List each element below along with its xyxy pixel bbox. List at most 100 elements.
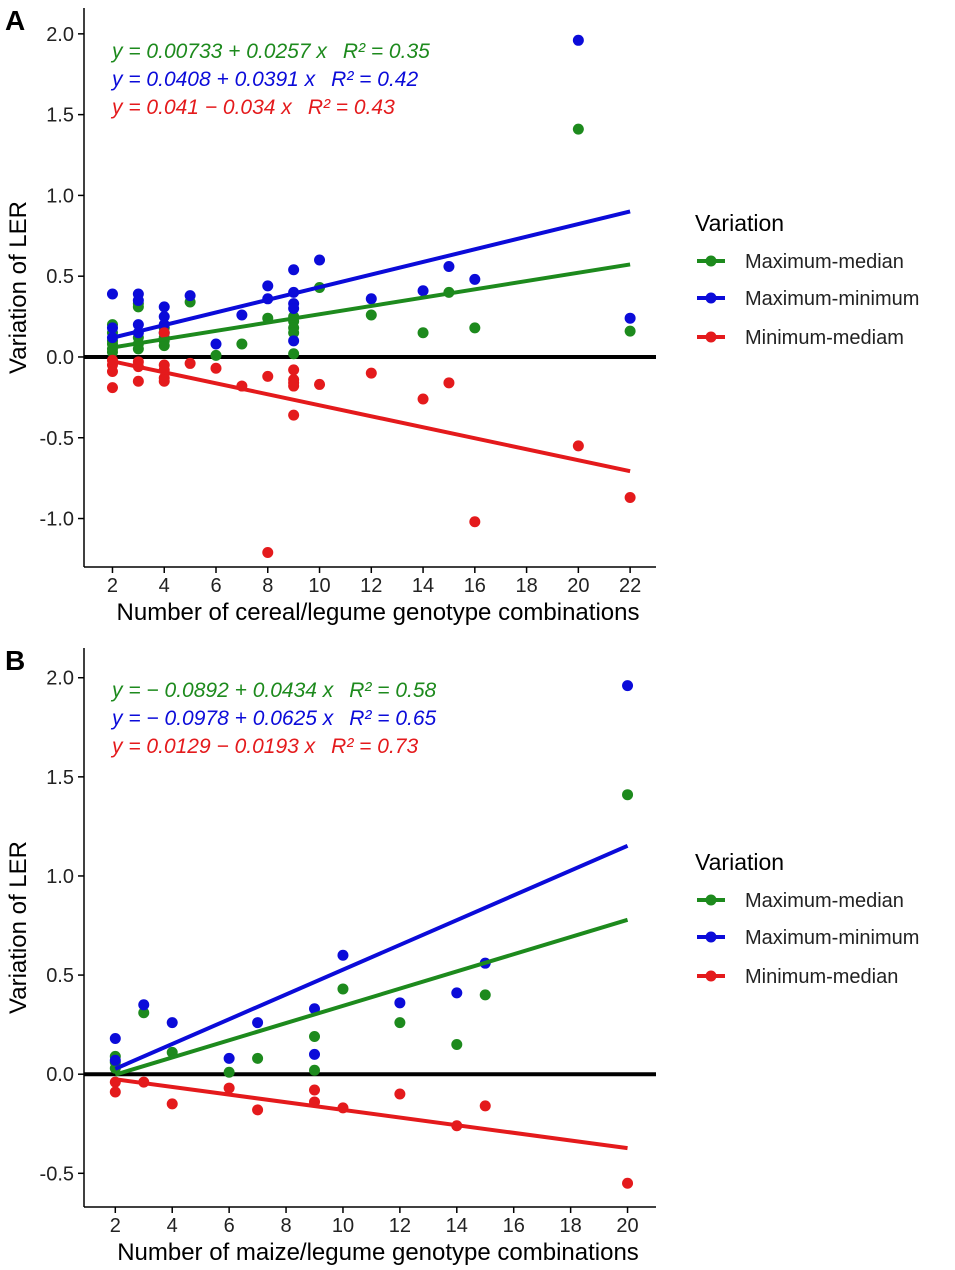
data-point — [132, 319, 144, 331]
data-point — [479, 989, 491, 1001]
data-point — [106, 288, 118, 300]
data-point — [417, 285, 429, 297]
data-point — [309, 1084, 321, 1096]
data-point — [288, 348, 300, 360]
series-red — [109, 1076, 634, 1189]
data-point — [236, 338, 248, 350]
data-point — [106, 346, 118, 358]
panel-b: B -0.5 0.0 0.5 1.0 1.5 2.0 2 4 6 8 10 12 14 16 18 20Numb… — [5, 645, 919, 1266]
regression-equation-blue: y = 0.0408 + 0.0391 x R² = 0.42 — [110, 68, 418, 91]
regression-line-blue — [114, 843, 629, 1071]
r-squared-text: R² = 0.35 — [343, 40, 430, 63]
regression-line-blue — [111, 209, 631, 340]
r-squared-text: R² = 0.58 — [349, 679, 436, 702]
data-point — [138, 999, 150, 1011]
data-point — [622, 680, 634, 692]
data-point — [469, 322, 481, 334]
x-tick-label: 16 — [464, 575, 486, 597]
x-tick-label: 4 — [159, 575, 170, 597]
data-point — [314, 378, 326, 390]
y-tick-label: -1.0 — [40, 509, 74, 531]
data-point — [288, 364, 300, 376]
x-tick-label: 16 — [503, 1215, 525, 1237]
x-tick-label: 8 — [280, 1215, 291, 1237]
equation-text: y = 0.0408 + 0.0391 x — [110, 68, 317, 91]
data-point — [106, 322, 118, 334]
legend: Variation Maximum-median Maximum-minimum Mi… — [695, 210, 919, 349]
data-point — [417, 393, 429, 405]
x-tick-label: 18 — [560, 1215, 582, 1237]
regression-line-red — [115, 1077, 628, 1151]
data-point — [288, 380, 300, 392]
data-point — [451, 1038, 463, 1050]
r-squared-text: R² = 0.73 — [331, 735, 418, 758]
x-tick-label: 20 — [567, 575, 589, 597]
data-point — [106, 366, 118, 378]
data-point — [622, 1177, 634, 1189]
data-point — [132, 343, 144, 355]
data-point — [158, 340, 170, 352]
data-point — [572, 34, 584, 46]
data-point — [394, 997, 406, 1009]
data-point — [166, 1098, 178, 1110]
legend-key-point — [705, 931, 717, 943]
panel-label: A — [5, 5, 25, 36]
data-point — [288, 409, 300, 421]
data-point — [262, 546, 274, 558]
x-tick-label: 12 — [389, 1215, 411, 1237]
equation-text: y = 0.041 − 0.034 x — [110, 96, 293, 119]
data-point — [106, 382, 118, 394]
series-red — [106, 327, 636, 558]
data-point — [252, 1017, 264, 1029]
data-point — [132, 294, 144, 306]
data-point — [309, 1031, 321, 1043]
data-point — [109, 1054, 121, 1066]
y-tick-label: 1.0 — [46, 866, 74, 888]
data-point — [479, 1100, 491, 1112]
y-tick-label: -0.5 — [40, 1163, 74, 1185]
data-point — [210, 362, 222, 374]
data-point — [365, 367, 377, 379]
equation-text: y = − 0.0978 + 0.0625 x — [110, 707, 335, 730]
regression-equation-green: y = 0.00733 + 0.0257 x R² = 0.35 — [110, 40, 430, 63]
legend-label: Maximum-median — [745, 251, 904, 273]
data-point — [572, 440, 584, 452]
regression-line-green — [112, 262, 631, 350]
data-point — [109, 1033, 121, 1045]
data-point — [337, 949, 349, 961]
data-point — [337, 983, 349, 995]
data-point — [158, 327, 170, 339]
legend-title: Variation — [695, 849, 784, 875]
legend-label: Maximum-minimum — [745, 288, 919, 310]
data-point — [288, 335, 300, 347]
x-tick-label: 6 — [224, 1215, 235, 1237]
series-green — [106, 123, 636, 361]
equation-text: y = 0.00733 + 0.0257 x — [110, 40, 328, 63]
data-point — [417, 327, 429, 339]
equation-text: y = 0.0129 − 0.0193 x — [110, 735, 317, 758]
x-tick-label: 6 — [210, 575, 221, 597]
data-point — [184, 357, 196, 369]
data-point — [469, 516, 481, 528]
data-point — [210, 349, 222, 361]
data-point — [252, 1104, 264, 1116]
x-tick-label: 10 — [332, 1215, 354, 1237]
data-point — [132, 375, 144, 387]
y-tick-label: 2.0 — [46, 24, 74, 46]
data-point — [236, 309, 248, 321]
panel-label: B — [5, 645, 25, 676]
data-point — [451, 987, 463, 999]
regression-equation-red: y = 0.041 − 0.034 x R² = 0.43 — [110, 96, 395, 119]
legend-label: Minimum-median — [745, 966, 898, 988]
data-point — [624, 492, 636, 504]
legend-label: Maximum-minimum — [745, 927, 919, 949]
data-point — [394, 1017, 406, 1029]
x-tick-label: 2 — [107, 575, 118, 597]
data-point — [309, 1048, 321, 1060]
x-axis-title: Number of cereal/legume genotype combina… — [117, 599, 640, 626]
data-point — [138, 1007, 150, 1019]
regression-equation-red: y = 0.0129 − 0.0193 x R² = 0.73 — [110, 735, 418, 758]
y-tick-label: 1.5 — [46, 767, 74, 789]
data-point — [288, 303, 300, 315]
x-tick-label: 2 — [110, 1215, 121, 1237]
